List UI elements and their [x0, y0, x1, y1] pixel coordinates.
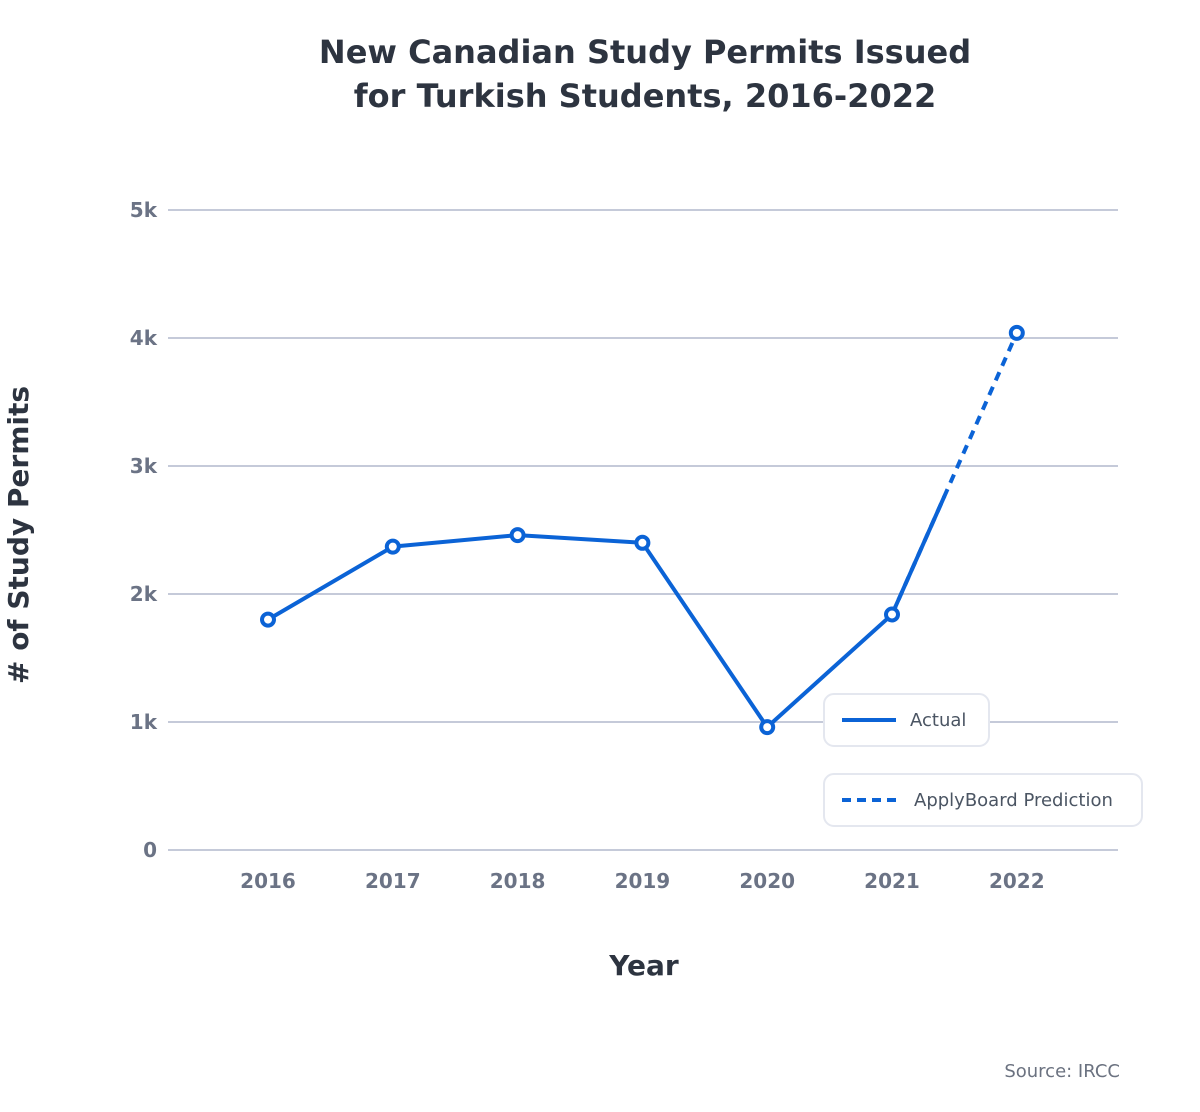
series-points	[260, 324, 1025, 736]
legend-label-prediction: ApplyBoard Prediction	[914, 790, 1113, 811]
y-tick-label: 2k	[130, 582, 158, 606]
legend-box-actual	[823, 693, 990, 747]
legend-item-actual[interactable]: Actual	[823, 693, 990, 747]
x-axis-ticks: 2016 2017 2018 2019 2020 2021 2022	[240, 869, 1044, 893]
x-tick-label: 2019	[615, 869, 671, 893]
grid-lines	[168, 209, 1118, 851]
point-actual-2020[interactable]	[759, 719, 776, 736]
x-tick-label: 2016	[240, 869, 296, 893]
series-lines	[266, 332, 1019, 730]
point-actual-2017[interactable]	[384, 538, 401, 555]
legend-item-prediction[interactable]: ApplyBoard Prediction	[823, 773, 1143, 827]
y-tick-label: 5k	[130, 198, 158, 222]
y-tick-label: 4k	[130, 326, 158, 350]
x-axis-title: Year	[608, 949, 679, 982]
x-tick-label: 2021	[864, 869, 920, 893]
legend: Actual ApplyBoard Prediction	[823, 693, 1143, 827]
y-tick-label: 1k	[130, 710, 158, 734]
legend-box-prediction	[823, 773, 1143, 827]
y-axis-title: # of Study Permits	[2, 386, 35, 684]
series-line-actual	[266, 495, 947, 730]
chart-title-line-1: New Canadian Study Permits Issued	[318, 33, 972, 71]
chart-title-line-2: for Turkish Students, 2016-2022	[353, 77, 937, 115]
point-actual-2019[interactable]	[634, 534, 651, 551]
y-tick-label: 0	[143, 838, 157, 862]
x-tick-label: 2022	[989, 869, 1045, 893]
legend-label-actual: Actual	[910, 710, 966, 731]
x-tick-label: 2017	[365, 869, 421, 893]
point-actual-2016[interactable]	[260, 611, 276, 628]
point-prediction-2022[interactable]	[1008, 324, 1025, 341]
y-tick-label: 3k	[130, 454, 158, 478]
source-note: Source: IRCC	[1004, 1061, 1120, 1082]
point-actual-2018[interactable]	[509, 527, 526, 544]
point-actual-2021[interactable]	[884, 606, 900, 623]
y-axis-ticks: 0 1k 2k 3k 4k 5k	[130, 198, 158, 862]
chart-title: New Canadian Study Permits Issued for Tu…	[0, 30, 1200, 118]
x-tick-label: 2020	[739, 869, 795, 893]
x-tick-label: 2018	[490, 869, 546, 893]
